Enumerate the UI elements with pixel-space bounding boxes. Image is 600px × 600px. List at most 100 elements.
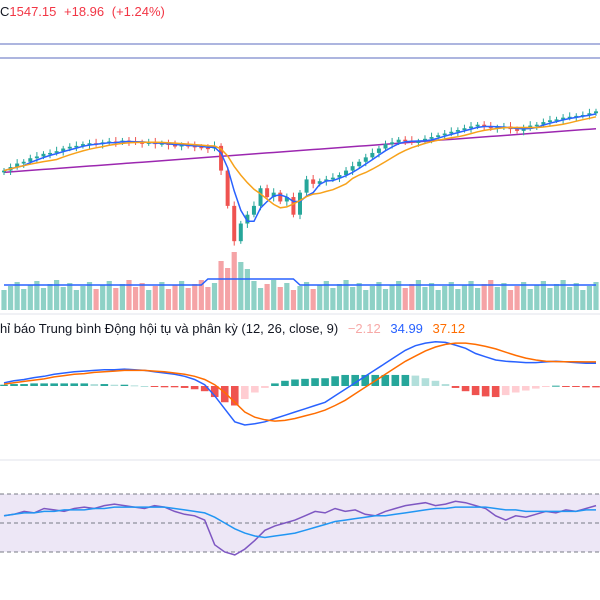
candle-body xyxy=(547,120,552,123)
macd-histogram-bar xyxy=(411,375,420,386)
candle-body xyxy=(2,170,6,173)
macd-histogram-bar xyxy=(481,386,490,397)
macd-histogram-bar xyxy=(120,384,129,386)
volume-bar xyxy=(106,281,112,310)
volume-bar xyxy=(60,287,66,310)
volume-bar xyxy=(126,280,132,310)
volume-bar xyxy=(468,281,474,310)
macd-histogram-bar xyxy=(230,386,239,406)
macd-histogram-bar xyxy=(301,378,309,386)
volume-bar xyxy=(422,287,428,310)
macd-histogram-bar xyxy=(251,386,259,393)
candle-body xyxy=(251,205,256,215)
volume-bar xyxy=(494,287,500,310)
candle-body xyxy=(28,158,33,162)
candle-body xyxy=(561,117,566,120)
volume-bar xyxy=(271,280,277,310)
volume-bar xyxy=(488,280,494,310)
volume-bar xyxy=(573,283,579,310)
volume-bar xyxy=(310,289,316,310)
candle-body xyxy=(350,166,355,171)
volume-bar xyxy=(80,286,86,310)
volume-bar xyxy=(567,287,573,310)
macd-histogram-bar xyxy=(311,378,319,386)
macd-histogram-bar xyxy=(0,384,8,386)
volume-bar xyxy=(455,289,461,310)
volume-bar xyxy=(40,288,47,310)
macd-histogram-bar xyxy=(210,386,219,398)
volume-bar xyxy=(343,280,349,310)
candle-body xyxy=(21,161,26,164)
candle-body xyxy=(271,192,276,198)
volume-bar xyxy=(244,269,250,310)
volume-bar xyxy=(521,282,527,310)
volume-bar xyxy=(514,286,520,310)
volume-bar xyxy=(409,284,415,310)
candle-body xyxy=(159,143,164,145)
macd-histogram-bar xyxy=(542,386,550,387)
volume-bar xyxy=(435,290,441,310)
volume-bar xyxy=(290,290,297,310)
signal-line xyxy=(3,342,596,422)
macd-histogram-bar xyxy=(401,374,410,386)
macd-histogram-bar xyxy=(241,386,249,399)
macd-header: hỉ báo Trung bình Động hội tụ và phân kỳ… xyxy=(0,321,465,336)
volume-bar xyxy=(547,288,553,310)
volume-bar xyxy=(448,282,454,310)
candle-body xyxy=(475,124,480,127)
macd-histogram-bar xyxy=(130,385,139,387)
volume-bar xyxy=(100,285,106,310)
volume-bar xyxy=(185,288,191,310)
candle-body xyxy=(67,146,72,149)
macd-histogram-bar xyxy=(361,374,370,386)
volume-bar xyxy=(475,288,481,310)
candle-body xyxy=(205,147,210,150)
volume-ma-line xyxy=(4,278,596,286)
last-price: 1547.15 xyxy=(9,4,57,19)
volume-bar xyxy=(540,281,546,310)
volume-bar xyxy=(507,290,514,310)
macd-histogram-bar xyxy=(291,379,299,386)
macd-histogram-bar xyxy=(100,384,109,386)
rsi-band xyxy=(0,494,600,552)
rsi-line xyxy=(3,500,597,556)
volume-bar xyxy=(277,287,283,310)
candle-body xyxy=(521,128,526,131)
candle-body xyxy=(173,145,178,147)
volume-bar xyxy=(376,282,382,310)
volume-bar xyxy=(119,284,125,310)
volume-bar xyxy=(198,280,204,310)
candle-body xyxy=(370,152,375,158)
candle-body xyxy=(376,148,381,153)
macd-histogram-bar xyxy=(200,386,209,392)
volume-bar xyxy=(284,283,290,310)
macd-histogram-bar xyxy=(582,386,590,388)
macd-histogram-bar xyxy=(261,386,269,388)
macd-layer xyxy=(0,341,600,426)
macd-histogram-bar xyxy=(592,386,600,388)
candle-body xyxy=(54,151,59,153)
candle-body xyxy=(330,177,335,180)
candle-body xyxy=(291,197,296,215)
macd-histogram-bar xyxy=(110,384,119,386)
macd-histogram-bar xyxy=(511,386,520,393)
candle-body xyxy=(225,170,230,206)
volume-bar xyxy=(73,290,79,310)
macd-histogram-bar xyxy=(30,383,38,386)
volume-bar xyxy=(211,283,218,310)
volume-bar xyxy=(218,261,224,310)
candle-body xyxy=(34,156,39,159)
volume-bar xyxy=(238,262,244,310)
volume-bar xyxy=(146,290,152,310)
volume-bar xyxy=(350,287,356,310)
volume-bar xyxy=(317,285,323,310)
macd-histogram-bar xyxy=(80,383,89,386)
candle-body xyxy=(396,139,401,143)
volume-bar xyxy=(264,284,270,310)
candle-body xyxy=(219,145,224,171)
candle-body xyxy=(278,192,283,202)
volume-bar xyxy=(14,282,20,310)
volume-bar xyxy=(251,281,257,310)
macd-histogram-bar xyxy=(391,374,400,386)
